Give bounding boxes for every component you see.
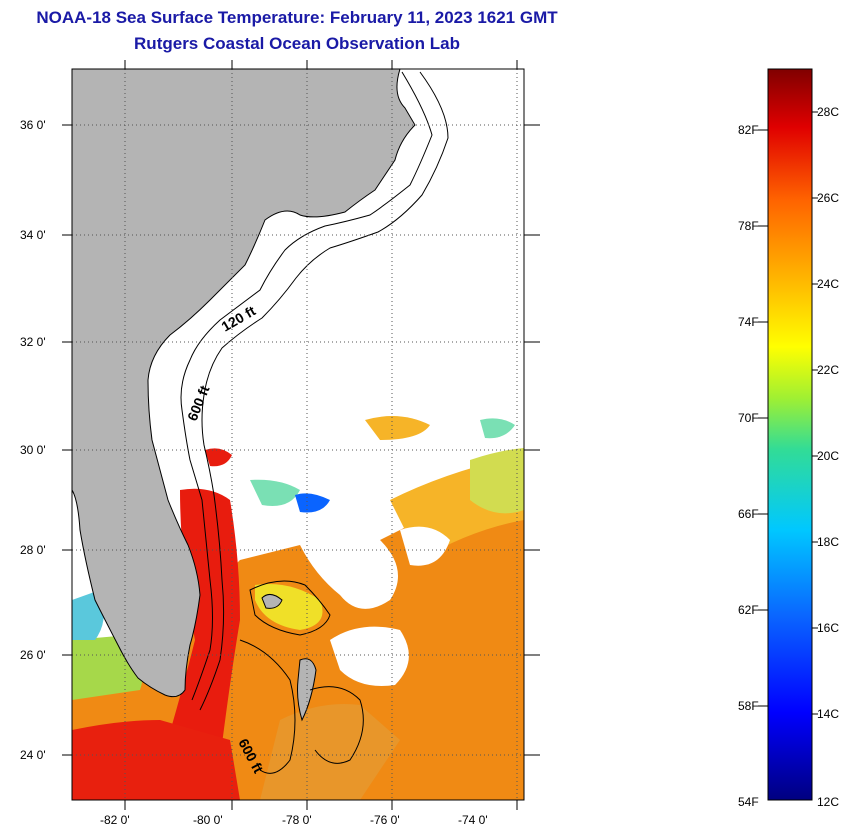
colorbar-c-14: 14C <box>817 707 840 721</box>
axis-ticks <box>62 60 540 810</box>
lat-label-32: 32 0' <box>20 335 46 349</box>
lon-label-74: -74 0' <box>458 813 488 827</box>
lon-label-78: -78 0' <box>282 813 312 827</box>
colorbar-f-78: 78F <box>738 219 759 233</box>
colorbar-f-70: 70F <box>738 411 759 425</box>
colorbar-f-54: 54F <box>738 795 759 809</box>
map-area <box>72 69 524 800</box>
lon-label-76: -76 0' <box>370 813 400 827</box>
colorbar-ticks <box>758 111 818 715</box>
colorbar-f-66: 66F <box>738 507 759 521</box>
map-gridlines <box>72 69 524 800</box>
lat-label-36: 36 0' <box>20 118 46 132</box>
chart-title: NOAA-18 Sea Surface Temperature: Februar… <box>36 8 558 27</box>
lon-label-80: -80 0' <box>193 813 223 827</box>
lon-label-82: -82 0' <box>100 813 130 827</box>
colorbar-c-26: 26C <box>817 191 840 205</box>
colorbar-c-18: 18C <box>817 535 840 549</box>
lat-label-34: 34 0' <box>20 228 46 242</box>
colorbar-f-62: 62F <box>738 603 759 617</box>
land-mass <box>72 69 416 698</box>
colorbar-c-16: 16C <box>817 621 840 635</box>
colorbar-c-22: 22C <box>817 363 840 377</box>
colorbar-f-74: 74F <box>738 315 759 329</box>
colorbar-f-58: 58F <box>738 699 759 713</box>
bathymetry-contours <box>180 71 449 774</box>
colorbar <box>767 68 813 801</box>
lat-label-28: 28 0' <box>20 543 46 557</box>
chart-subtitle: Rutgers Coastal Ocean Observation Lab <box>134 34 460 53</box>
colorbar-c-12: 12C <box>817 795 840 809</box>
lat-label-30: 30 0' <box>20 443 46 457</box>
colorbar-c-28: 28C <box>817 105 840 119</box>
colorbar-c-20: 20C <box>817 449 840 463</box>
colorbar-c-24: 24C <box>817 277 840 291</box>
map-frame <box>71 68 525 801</box>
colorbar-f-82: 82F <box>738 123 759 137</box>
lat-label-24: 24 0' <box>20 748 46 762</box>
lat-label-26: 26 0' <box>20 648 46 662</box>
cloud-patches <box>160 526 450 686</box>
bahamas-islands <box>261 594 317 722</box>
